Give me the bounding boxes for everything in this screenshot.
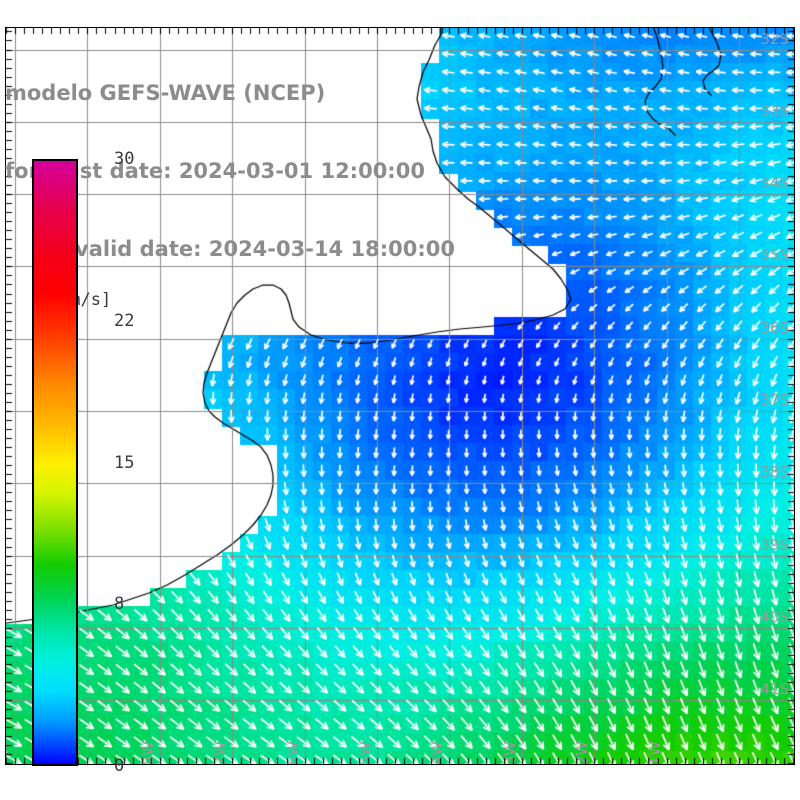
- colorbar[interactable]: [m/s] 30 22 15 8 0: [32, 149, 134, 776]
- colorbar-tick-8: 8: [114, 594, 125, 615]
- title-model-line: modelo GEFS-WAVE (NCEP): [5, 81, 326, 105]
- page-title: modelo GEFS-WAVE (NCEP) forecast date: 2…: [5, 28, 525, 314]
- colorbar-tick-15: 15: [114, 452, 135, 473]
- colorbar-tick-22: 22: [114, 310, 135, 331]
- colorbar-gradient: [32, 159, 78, 766]
- colorbar-tick-0: 0: [114, 756, 125, 776]
- title-forecast-date: forecast date: 2024-03-01 12:00:00: [5, 159, 425, 183]
- title-valid-date: valid date: 2024-03-14 18:00:00: [75, 237, 455, 261]
- colorbar-tick-30: 30: [114, 149, 135, 169]
